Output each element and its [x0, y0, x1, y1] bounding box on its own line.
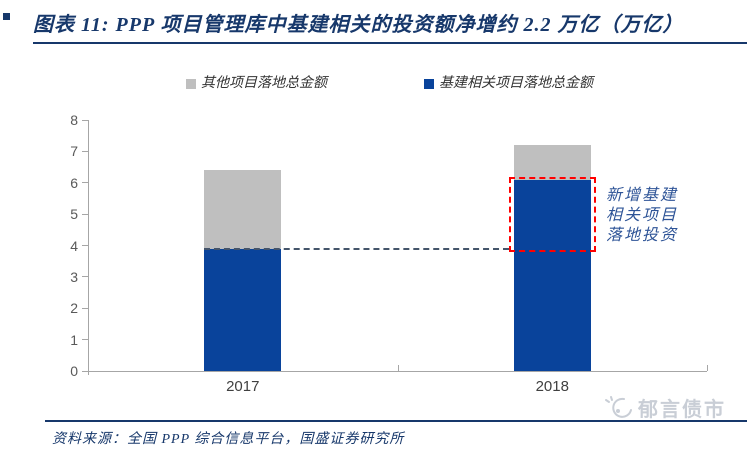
y-tick-label: 7 — [70, 143, 78, 160]
title-bullet-square — [3, 13, 10, 20]
x-axis-line — [88, 371, 707, 372]
legend-item-other-projects: 其他项目落地总金额 — [186, 76, 327, 92]
watermark: 郁言债市 — [602, 395, 726, 421]
watermark-text: 郁言债市 — [638, 398, 726, 421]
legend-swatch-blue — [424, 79, 434, 89]
legend-label-infrastructure: 基建相关项目落地总金额 — [439, 76, 593, 91]
y-tick-mark — [82, 150, 88, 152]
y-tick-mark — [82, 245, 88, 246]
y-tick-label: 2 — [70, 300, 78, 317]
y-tick-mark — [82, 182, 88, 184]
title-underline — [33, 42, 747, 44]
legend-label-other-projects: 其他项目落地总金额 — [201, 76, 327, 91]
annotation-line-1: 新增基建 — [606, 187, 679, 204]
bar-segment-2017-other — [204, 170, 282, 249]
x-category-label-2018: 2018 — [535, 378, 569, 395]
y-tick-label: 6 — [70, 174, 78, 191]
legend-item-infrastructure: 基建相关项目落地总金额 — [424, 76, 593, 92]
y-tick-label: 3 — [70, 268, 78, 285]
x-tick-mark — [398, 365, 399, 371]
y-axis-line — [88, 120, 89, 375]
highlight-box-new-infrastructure — [508, 176, 596, 252]
y-tick-label: 0 — [70, 363, 78, 379]
annotation-line-3: 落地投资 — [606, 227, 679, 244]
watermark-logo-icon — [605, 396, 632, 418]
y-tick-label: 4 — [70, 237, 78, 254]
reference-dashed-line — [204, 247, 509, 250]
annotation-line-2: 相关项目 — [606, 207, 679, 224]
bar-segment-2018-other — [513, 145, 591, 180]
x-tick-mark — [707, 365, 708, 371]
x-category-label-2017: 2017 — [226, 378, 260, 395]
y-tick-mark — [82, 339, 88, 341]
y-tick-mark — [82, 119, 88, 121]
y-tick-mark — [82, 370, 88, 372]
y-tick-mark — [82, 213, 88, 215]
legend-swatch-gray — [186, 79, 196, 89]
figure-title: 图表 11: PPP 项目管理库中基建相关的投资额净增约 2.2 万亿（万亿） — [33, 14, 684, 36]
footer-divider — [45, 420, 747, 422]
y-tick-label: 1 — [70, 331, 78, 348]
y-tick-mark — [82, 276, 88, 278]
y-tick-mark — [82, 307, 88, 309]
source-note: 资料来源：全国 PPP 综合信息平台，国盛证券研究所 — [52, 432, 405, 447]
y-tick-label: 8 — [70, 112, 78, 128]
bar-segment-2017-infrastructure — [204, 248, 282, 371]
highlight-annotation: 新增基建 相关项目 落地投资 — [606, 186, 678, 246]
plot-area: 新增基建 相关项目 落地投资 0 1 2 3 4 5 6 7 8 2017 2018 — [70, 112, 708, 395]
bar-segment-2018-infrastructure — [513, 179, 591, 371]
y-tick-label: 5 — [70, 206, 78, 223]
